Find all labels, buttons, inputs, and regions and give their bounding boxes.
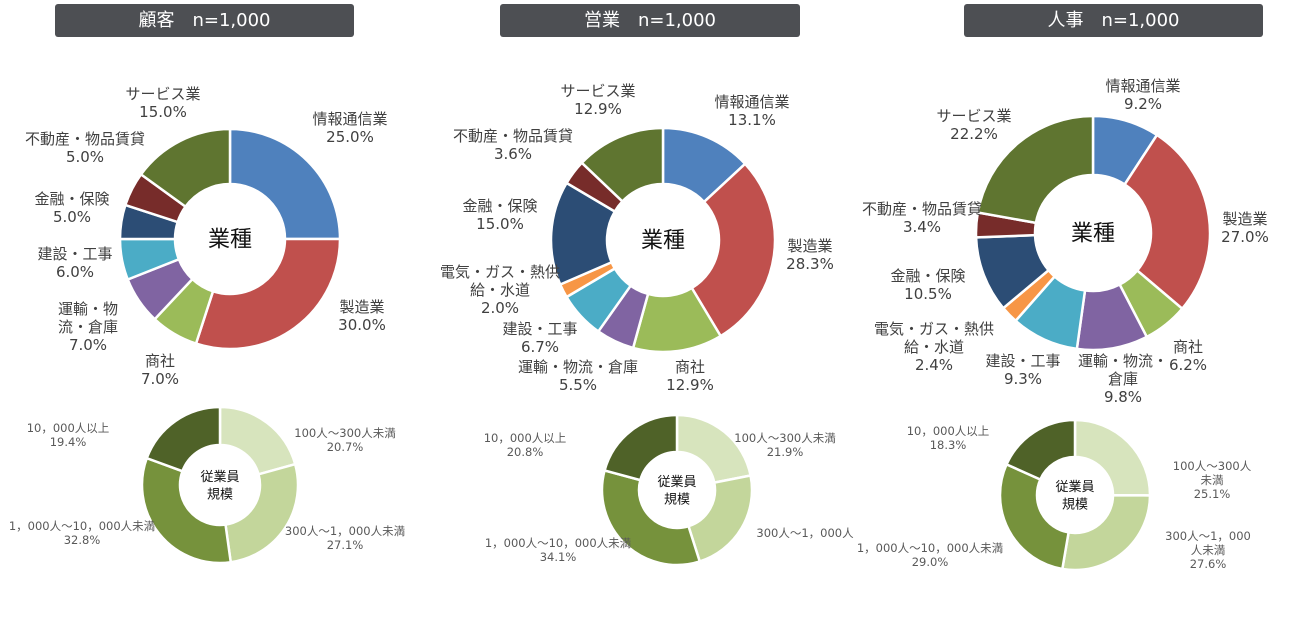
data-label: 製造業 28.3% xyxy=(786,237,834,273)
data-label: 金融・保険 5.0% xyxy=(34,190,110,226)
data-label: 電気・ガス・熱供 給・水道 2.0% xyxy=(439,263,561,317)
donut-slice-2-8 xyxy=(580,126,665,204)
data-label: サービス業 12.9% xyxy=(560,82,636,118)
title-hr: 人事 n=1,000 xyxy=(964,4,1263,37)
data-label: 金融・保険 10.5% xyxy=(890,267,966,303)
data-label: 運輸・物 流・倉庫 7.0% xyxy=(57,300,119,354)
data-label: 建設・工事 6.0% xyxy=(37,245,113,281)
data-label: 商社 12.9% xyxy=(666,358,714,394)
data-label: サービス業 22.2% xyxy=(936,107,1012,143)
data-label: 製造業 27.0% xyxy=(1221,210,1269,246)
data-label: 1，000人～10，000人未満 34.1% xyxy=(484,536,632,564)
data-label: 商社 6.2% xyxy=(1168,338,1208,374)
data-label: 10，000人以上 18.3% xyxy=(906,424,990,452)
donut-center-label: 従業員規模 xyxy=(200,469,239,503)
data-label: 情報通信業 9.2% xyxy=(1105,77,1181,113)
donut-slice-4-1 xyxy=(1122,133,1212,311)
title-sales: 営業 n=1,000 xyxy=(500,4,800,37)
data-label: 10，000人以上 20.8% xyxy=(483,431,567,459)
data-label: 建設・工事 6.7% xyxy=(502,320,578,356)
data-label: 情報通信業 13.1% xyxy=(714,93,790,129)
donut-slice-3-2 xyxy=(600,468,702,567)
data-label: 電気・ガス・熱供 給・水道 2.4% xyxy=(873,320,995,374)
data-label: 不動産・物品賃貸 3.4% xyxy=(861,200,983,236)
donut-center-label: 業種 xyxy=(208,228,252,253)
data-label: 商社 7.0% xyxy=(140,352,180,388)
donut-slice-0-1 xyxy=(194,237,342,351)
data-label: 不動産・物品賃貸 5.0% xyxy=(24,130,146,166)
data-label: 運輸・物流・倉庫 5.5% xyxy=(517,358,639,394)
data-label: 300人～1，000人未満 27.6% xyxy=(1165,529,1251,571)
donut-slice-1-0 xyxy=(218,405,297,476)
data-label: 1，000人～10，000人未満 32.8% xyxy=(8,519,156,547)
donut-slice-3-1 xyxy=(686,474,754,564)
donut-slice-0-0 xyxy=(228,127,342,241)
donut-center-label: 業種 xyxy=(641,229,685,254)
data-label: 1，000人～10，000人未満 29.0% xyxy=(856,541,1004,569)
donut-slice-3-3 xyxy=(603,413,679,482)
donut-slice-5-3 xyxy=(1004,418,1077,482)
data-label: 製造業 30.0% xyxy=(338,298,386,334)
data-label: 100人～300人未満 25.1% xyxy=(1172,459,1252,501)
data-label: 300人～1，000人未満 27.1% xyxy=(284,524,406,552)
data-label: 不動産・物品賃貸 3.6% xyxy=(452,127,574,163)
donut-center-label: 従業員規模 xyxy=(657,474,696,508)
data-label: 100人～300人未満 20.7% xyxy=(294,426,396,454)
donut-center-label: 業種 xyxy=(1071,222,1115,247)
donut-slice-5-2 xyxy=(998,462,1071,571)
donut-slice-5-0 xyxy=(1073,418,1152,497)
data-label: 300人～1，000人 xyxy=(756,526,854,540)
title-customer: 顧客 n=1,000 xyxy=(55,4,354,37)
data-label: 10，000人以上 19.4% xyxy=(26,421,110,449)
donut-slice-1-1 xyxy=(224,462,300,564)
donut-slice-1-2 xyxy=(140,456,233,565)
data-label: 運輸・物流・ 倉庫 9.8% xyxy=(1077,352,1169,406)
data-label: 建設・工事 9.3% xyxy=(985,352,1061,388)
donut-slice-2-1 xyxy=(690,162,777,338)
data-label: サービス業 15.0% xyxy=(125,85,201,121)
donut-center-label: 従業員規模 xyxy=(1055,479,1094,513)
donut-slice-4-8 xyxy=(976,114,1095,225)
data-label: 100人～300人未満 21.9% xyxy=(734,431,836,459)
data-label: 金融・保険 15.0% xyxy=(462,197,538,233)
donut-slice-1-3 xyxy=(145,405,222,473)
donut-slice-5-1 xyxy=(1060,493,1152,572)
data-label: 情報通信業 25.0% xyxy=(312,110,388,146)
donut-slice-0-7 xyxy=(139,127,232,209)
